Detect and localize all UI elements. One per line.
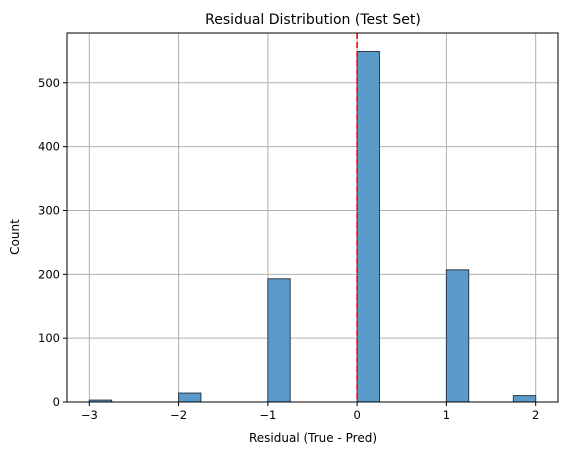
histogram-bars: [88, 51, 537, 403]
x-tick-label-5: 2: [532, 408, 539, 422]
histogram-bar-12: [356, 51, 380, 403]
y-axis-ticks: 0 100 200 300 400 500: [38, 76, 67, 409]
grid-lines: [67, 33, 558, 403]
chart-title: Residual Distribution (Test Set): [205, 12, 421, 28]
y-tick-label-1: 100: [38, 331, 60, 345]
histogram-bar-8: [267, 278, 291, 403]
y-tick-label-5: 500: [38, 76, 60, 90]
x-tick-label-1: −2: [170, 408, 187, 422]
x-tick-label-0: −3: [81, 408, 98, 422]
histogram-bar-16: [445, 269, 470, 403]
y-axis-label: Count: [8, 219, 22, 255]
x-tick-label-2: −1: [259, 408, 276, 422]
x-axis-label: Residual (True - Pred): [249, 431, 377, 445]
y-tick-label-0: 0: [53, 395, 60, 409]
y-tick-label-4: 400: [38, 140, 60, 154]
histogram-bar-4: [178, 392, 202, 403]
x-axis-ticks: −3 −2 −1 0 1 2: [81, 402, 539, 422]
histogram-bar-19: [512, 395, 537, 403]
x-tick-label-3: 0: [353, 408, 360, 422]
y-tick-label-2: 200: [38, 267, 60, 281]
x-tick-label-4: 1: [443, 408, 450, 422]
y-tick-label-3: 300: [38, 203, 60, 217]
plot-frame: [66, 32, 559, 403]
